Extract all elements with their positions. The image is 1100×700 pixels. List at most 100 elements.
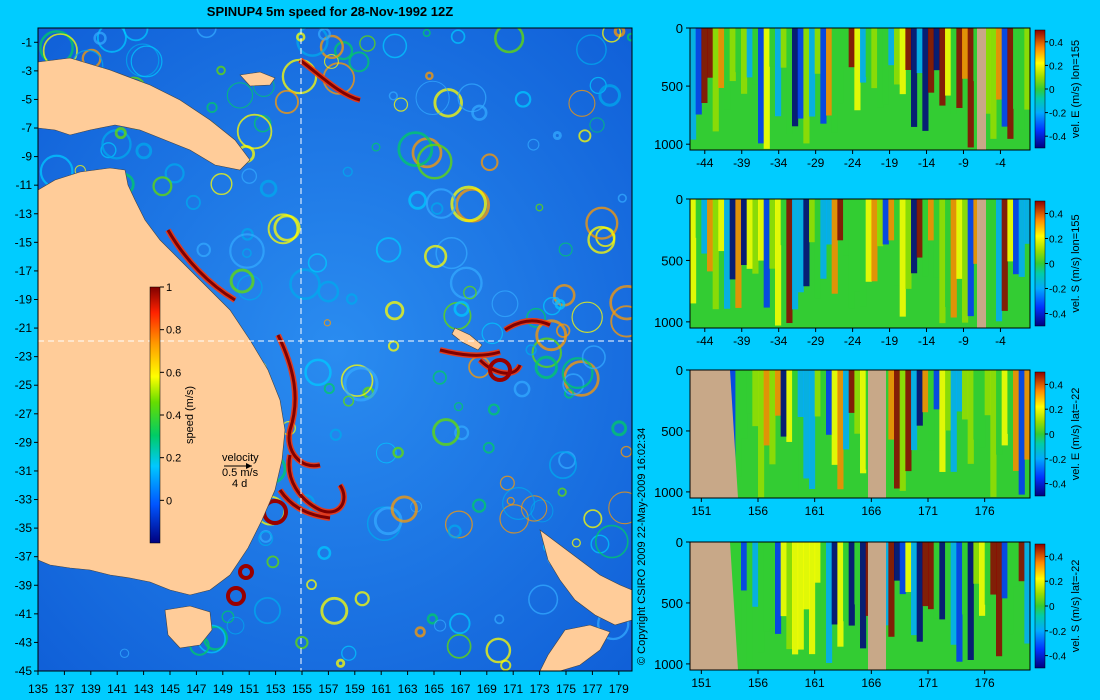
current-core — [504, 319, 551, 332]
section-streak — [894, 542, 901, 581]
section-colorbar-tick-label: 0.4 — [1049, 380, 1063, 391]
section-x-tick-label: -24 — [844, 334, 862, 348]
section-streak — [911, 542, 918, 636]
section-x-tick-label: -14 — [918, 334, 936, 348]
section-streak — [848, 199, 855, 309]
eddy-mark — [491, 290, 519, 318]
section-streak — [928, 542, 935, 610]
section-streak — [939, 370, 946, 472]
section-streak — [1001, 199, 1008, 311]
eddy-mark — [502, 486, 536, 520]
eddy-mark — [609, 284, 632, 321]
section-streak — [741, 542, 748, 591]
section-streak — [899, 370, 906, 491]
speed-colorbar-ticks: 1 0.8 0.6 0.4 0.2 0 — [160, 282, 181, 507]
lat-tick-label: -13 — [15, 207, 33, 221]
eddy-mark — [375, 442, 397, 464]
eddy-mark — [542, 296, 562, 316]
section-streak — [939, 28, 946, 106]
section-streak — [695, 28, 702, 115]
section-streak — [792, 199, 799, 310]
section-land-mask — [690, 542, 738, 670]
section-streak — [905, 542, 912, 592]
section-x-tick-label: 151 — [691, 676, 711, 690]
section-streak — [1018, 542, 1025, 582]
eddy-mark — [549, 451, 577, 480]
section-colorbar-tick-label: -0.2 — [1049, 285, 1067, 296]
section-streak — [763, 28, 770, 149]
eddy-mark — [323, 383, 335, 395]
eddy-mark — [258, 531, 274, 547]
eddy-mark — [430, 202, 444, 215]
lat-tick-label: -11 — [16, 178, 33, 192]
section-y-tick-label: 1000 — [654, 657, 683, 672]
eddy-mark — [426, 613, 439, 625]
section-streak — [724, 28, 731, 110]
eddy-mark — [210, 173, 233, 196]
section-streak — [780, 199, 787, 246]
colorbar-tick-label: 0.6 — [166, 367, 181, 379]
eddy-mark — [432, 370, 447, 385]
eddy-mark — [471, 498, 487, 513]
eddy-mark — [450, 185, 488, 223]
section-streak — [984, 542, 991, 605]
eddy-mark — [485, 637, 512, 664]
section-streak — [820, 199, 827, 279]
lat-tick-label: -29 — [15, 435, 33, 449]
section-streak — [848, 542, 855, 626]
section-streak — [752, 28, 759, 85]
eddy-mark — [611, 420, 628, 437]
section-streak — [752, 199, 759, 274]
eddy-mark — [534, 355, 558, 379]
eddy-mark — [359, 35, 376, 52]
section-streak — [1013, 28, 1020, 109]
section-streak — [854, 199, 861, 292]
eddy-mark — [425, 188, 457, 219]
eddy-mark — [320, 596, 349, 625]
section-y-tick-label: 0 — [676, 535, 683, 550]
eddy-mark — [435, 236, 468, 270]
lat-tick-label: -27 — [15, 407, 33, 421]
section-frame — [689, 541, 1031, 671]
section-streak — [803, 199, 810, 287]
section-streak — [809, 28, 816, 117]
section-streak — [814, 542, 821, 583]
section-streak — [769, 542, 776, 629]
section-colorbar-tick-label: -0.4 — [1049, 132, 1067, 143]
eddy-mark — [340, 364, 374, 397]
section-streak — [786, 370, 793, 442]
eddy-mark — [397, 131, 434, 167]
section-colorbar-tick-label: -0.2 — [1049, 109, 1067, 120]
section-land-mask — [868, 542, 886, 670]
land-tasmania — [164, 605, 213, 649]
section-x-tick-label: -34 — [770, 334, 788, 348]
section-streak — [797, 28, 804, 119]
lon-tick-label: 159 — [345, 682, 365, 696]
eddy-mark — [236, 274, 263, 301]
section-x-tick-label: -19 — [881, 334, 899, 348]
section-y-tick-label: 500 — [661, 424, 683, 439]
section-streak — [1018, 370, 1025, 495]
section-streak — [888, 542, 895, 637]
section-streak — [1024, 199, 1031, 244]
eddy-mark — [317, 28, 331, 41]
lon-tick-label: 137 — [54, 682, 74, 696]
section-streak — [837, 199, 844, 241]
eddy-mark — [444, 510, 473, 539]
section-land-mask — [977, 28, 986, 150]
lat-tick-label: -15 — [15, 235, 33, 249]
eddy-mark — [453, 401, 464, 412]
eddy-mark — [241, 168, 258, 184]
eddy-mark — [253, 596, 282, 625]
section-streak — [967, 199, 974, 317]
section-streak — [718, 28, 725, 88]
section-x-tick-label: -29 — [807, 156, 825, 170]
section-y-tick-label: 500 — [661, 253, 683, 268]
section-streak — [945, 28, 952, 96]
section-streak — [1018, 199, 1025, 277]
section-colorbar-tick-label: -0.4 — [1049, 480, 1067, 491]
section-streak — [803, 542, 810, 610]
eddy-mark — [341, 645, 357, 661]
section-streak — [752, 542, 759, 607]
